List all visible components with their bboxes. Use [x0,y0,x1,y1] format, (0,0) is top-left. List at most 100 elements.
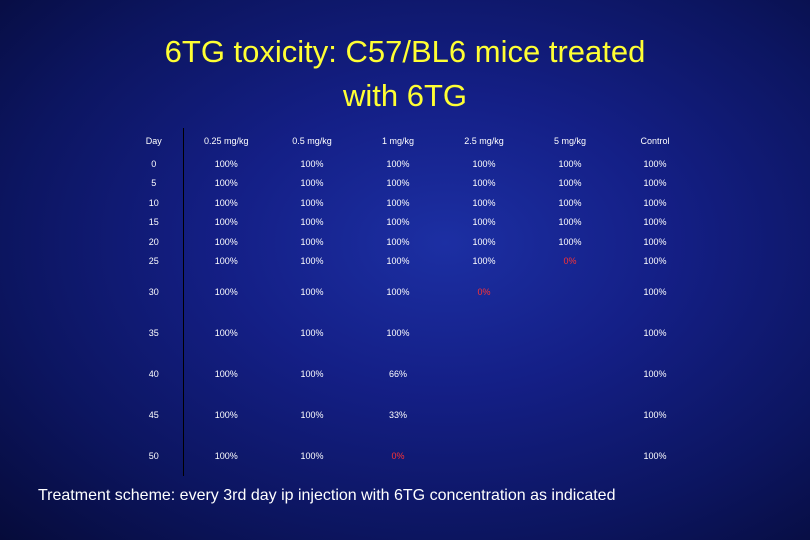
survival-cell: 100% [300,197,324,208]
day-cell: 50 [125,435,184,476]
header-dose-0-5: 0.5 mg/kg [292,136,332,146]
survival-cell: 100% [214,286,238,297]
table-row: 25 100% 100% 100% 100% 0% 100% [125,251,697,271]
survival-cell: 100% [300,450,324,461]
survival-cell: 100% [300,256,324,267]
survival-cell: 100% [472,178,496,189]
survival-cell: 100% [558,236,582,247]
survival-cell [441,435,527,476]
survival-cell [527,435,613,476]
survival-cell: 100% [558,217,582,228]
survival-cell [441,312,527,353]
survival-cell: 100% [472,256,496,267]
survival-cell: 33% [388,409,407,420]
survival-cell: 100% [643,409,667,420]
survival-cell: 100% [386,217,410,228]
table-row: 50 100% 100% 0% 100% [125,435,697,476]
survival-cell: 100% [643,158,667,169]
slide-title-line-1: 6TG toxicity: C57/BL6 mice treated [164,34,646,69]
day-cell: 10 [125,193,184,213]
table-row: 20 100% 100% 100% 100% 100% 100% [125,232,697,252]
survival-cell: 100% [300,327,324,338]
day-cell: 40 [125,353,184,394]
survival-cell: 100% [472,197,496,208]
survival-cell [527,353,613,394]
header-dose-1: 1 mg/kg [381,136,414,146]
day-cell: 5 [125,173,184,193]
survival-cell: 100% [643,286,667,297]
survival-cell: 100% [643,178,667,189]
survival-cell: 100% [472,158,496,169]
survival-cell: 100% [558,158,582,169]
survival-cell [441,394,527,435]
survival-cell [527,312,613,353]
header-dose-2-5: 2.5 mg/kg [464,136,504,146]
survival-cell: 100% [386,178,410,189]
header-day: Day [125,128,184,154]
survival-cell: 100% [386,158,410,169]
survival-cell-zero: 0% [391,450,405,461]
day-cell: 20 [125,232,184,252]
survival-cell: 100% [300,286,324,297]
survival-cell: 100% [558,197,582,208]
survival-cell: 100% [300,217,324,228]
table-row: 40 100% 100% 66% 100% [125,353,697,394]
survival-cell: 100% [300,178,324,189]
survival-cell: 100% [386,236,410,247]
day-cell: 15 [125,212,184,232]
survival-cell [527,394,613,435]
table-header-row: Day 0.25 mg/kg 0.5 mg/kg 1 mg/kg 2.5 mg/… [125,128,697,154]
header-dose-5: 5 mg/kg [553,136,586,146]
survival-cell [527,271,613,312]
day-cell: 0 [125,154,184,174]
survival-cell: 100% [643,256,667,267]
survival-cell: 100% [643,236,667,247]
table-row: 30 100% 100% 100% 0% 100% [125,271,697,312]
survival-cell: 100% [214,368,238,379]
survival-cell: 100% [386,197,410,208]
survival-cell: 66% [388,368,407,379]
survival-cell-zero: 0% [477,286,491,297]
header-dose-0-25: 0.25 mg/kg [203,136,249,146]
survival-cell: 100% [643,327,667,338]
table-row: 10 100% 100% 100% 100% 100% 100% [125,193,697,213]
survival-cell: 100% [300,368,324,379]
survival-cell-zero: 0% [563,256,577,267]
day-cell: 25 [125,251,184,271]
table-row: 35 100% 100% 100% 100% [125,312,697,353]
survival-cell: 100% [643,197,667,208]
header-control: Control [640,136,670,146]
table-row: 45 100% 100% 33% 100% [125,394,697,435]
survival-cell: 100% [643,450,667,461]
survival-cell: 100% [643,368,667,379]
day-cell: 45 [125,394,184,435]
survival-cell: 100% [214,158,238,169]
table-row: 0 100% 100% 100% 100% 100% 100% [125,154,697,174]
table-row: 15 100% 100% 100% 100% 100% 100% [125,212,697,232]
survival-cell: 100% [386,286,410,297]
slide-title-line-2: with 6TG [342,78,468,113]
survival-cell: 100% [472,236,496,247]
survival-cell: 100% [214,450,238,461]
survival-cell: 100% [214,217,238,228]
day-cell: 30 [125,271,184,312]
survival-cell: 100% [214,236,238,247]
treatment-scheme-note: Treatment scheme: every 3rd day ip injec… [38,487,616,504]
day-cell: 35 [125,312,184,353]
survival-cell [441,353,527,394]
slide-title: 6TG toxicity: C57/BL6 mice treated with … [60,30,750,118]
survival-cell: 100% [214,327,238,338]
survival-cell: 100% [472,217,496,228]
survival-cell: 100% [214,409,238,420]
survival-cell: 100% [214,197,238,208]
survival-cell: 100% [643,217,667,228]
survival-cell: 100% [386,327,410,338]
survival-cell: 100% [214,178,238,189]
toxicity-table: Day 0.25 mg/kg 0.5 mg/kg 1 mg/kg 2.5 mg/… [125,128,698,476]
survival-cell: 100% [300,236,324,247]
table-row: 5 100% 100% 100% 100% 100% 100% [125,173,697,193]
survival-cell: 100% [300,158,324,169]
survival-cell: 100% [214,256,238,267]
survival-cell: 100% [300,409,324,420]
survival-cell: 100% [558,178,582,189]
